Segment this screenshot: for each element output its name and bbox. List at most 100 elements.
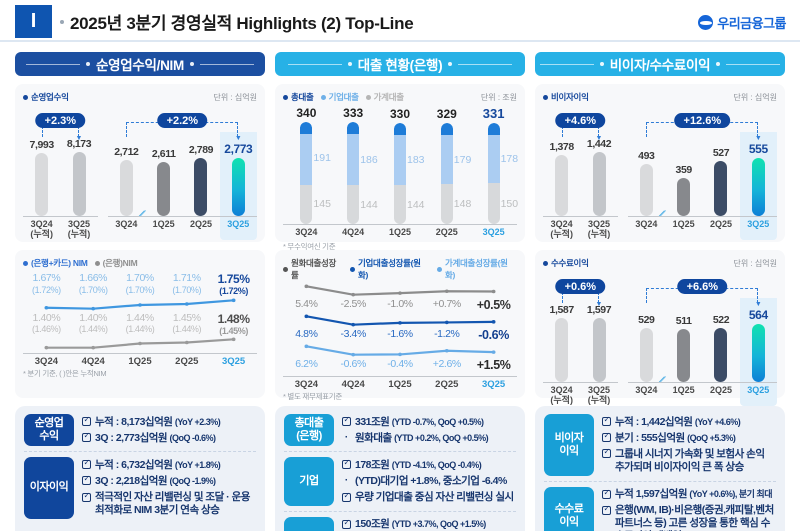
legend-label: 원화대출성장률 bbox=[290, 258, 337, 280]
page-title: 2025년 3분기 경영실적 Highlights (2) Top-Line bbox=[70, 14, 414, 33]
point-value: 1.40% (1.46%) bbox=[23, 312, 70, 337]
summary-text: 3Q : 2,218십억원 (QoQ -1.9%) bbox=[95, 474, 216, 487]
x-axis-label: 3Q25 bbox=[470, 224, 517, 240]
x-axis-label: 4Q24 bbox=[329, 224, 377, 240]
stacked-bar-column: 331 178 150 3Q25 bbox=[470, 106, 519, 240]
bar bbox=[231, 158, 245, 216]
point-value: -1.6% bbox=[377, 328, 424, 343]
value-label: -2.5% bbox=[340, 298, 366, 310]
total-value-label: 331 bbox=[482, 106, 505, 121]
bar bbox=[714, 161, 728, 216]
point-value: -1.0% bbox=[377, 298, 424, 313]
summary-subtext: (YoY +2.3%) bbox=[174, 416, 221, 427]
point-value: 1.67% (1.72%) bbox=[23, 272, 70, 297]
legend-dot-icon bbox=[543, 94, 548, 100]
checkbox-icon bbox=[342, 491, 351, 502]
summary-text: 우량 기업대출 중심 자산 리밸런싱 실시 bbox=[355, 491, 514, 503]
series-value-row: 5.4% -2.5% -1.0% +0.7% +0.5% bbox=[283, 298, 517, 313]
bar-column: 2,789 2Q25 bbox=[182, 106, 220, 240]
summary-items: 누적 1,597십억원 (YoY +0.6%), 분기 최대은행(WM, IB)… bbox=[602, 487, 776, 531]
cumulative-value-label: (1.70%) bbox=[172, 284, 202, 295]
bar bbox=[677, 329, 691, 382]
total-cap-icon bbox=[347, 122, 360, 134]
value-label: -1.2% bbox=[434, 328, 460, 340]
bar-value-label: 359 bbox=[675, 164, 693, 176]
trend-line bbox=[44, 298, 236, 311]
summary-text: 누적 : 6,732십억원 (YoY +1.8%) bbox=[95, 458, 221, 471]
household-value-label: 145 bbox=[313, 198, 331, 210]
corporate-value-label: 183 bbox=[406, 154, 425, 166]
bar bbox=[751, 158, 765, 216]
loan-growth-chart-card: 원화대출성장률 기업대출성장률(원화) 가계대출성장률(원화) 5.4% -2.5% -1… bbox=[275, 250, 525, 401]
value-label: -0.6% bbox=[478, 328, 509, 342]
value-label: +2.6% bbox=[432, 358, 461, 370]
summary-item: 누적 1,597십억원 (YoY +0.6%), 분기 최대 bbox=[602, 488, 776, 501]
checkbox-icon bbox=[342, 518, 351, 529]
legend-dot-icon bbox=[437, 266, 442, 272]
summary-text: 은행(WM, IB)·비은행(증권,캐피탈,벤처파트너스 등) 고른 성장을 통… bbox=[615, 504, 774, 531]
point-value: -1.2% bbox=[423, 328, 470, 343]
bar-value-label: 522 bbox=[712, 314, 730, 326]
bar bbox=[35, 153, 49, 216]
summary-subtext: (QoQ +5.3%) bbox=[687, 432, 736, 443]
summary-group: 총대출 (은행) 331조원 (YTD -0.7%, QoQ +0.5%) · 원화대… bbox=[284, 414, 516, 447]
x-axis-label: 3Q25 bbox=[481, 379, 506, 390]
woori-logo-icon bbox=[698, 15, 714, 30]
summary-item: · 원화대출 (YTD +0.2%, QoQ +0.5%) bbox=[342, 432, 516, 445]
arrow-down-icon: ▼ bbox=[754, 301, 762, 308]
woori-logo-text: 우리금융그룹 bbox=[717, 16, 786, 31]
summary-text: 누적 1,597십억원 (YoY +0.6%), 분기 최대 bbox=[615, 488, 772, 500]
corporate-segment bbox=[393, 135, 406, 185]
summary-tag: 순영업 수익 bbox=[24, 414, 74, 447]
summary-group: 가계 150조원 (YTD +3.7%, QoQ +1.5%)정책대출 실수요 자… bbox=[284, 510, 516, 531]
legend-dot-icon bbox=[543, 260, 548, 266]
summary-text: (YTD)대기업 +1.8%, 중소기업 -6.4% bbox=[355, 474, 507, 487]
panel-title-non-interest-fee: 비이자/수수료이익 bbox=[535, 52, 785, 76]
household-value-label: 150 bbox=[500, 197, 519, 210]
loans-chart-card: 총대출 기업대출 가계대출 단위 : 조원 340 191 145 3Q24 333 186 144… bbox=[275, 84, 525, 251]
bar-column: 1,442 3Q25 (누적) bbox=[580, 106, 618, 240]
x-axis-label: 3Q25 bbox=[219, 216, 257, 240]
x-axis-row: 3Q24 4Q24 1Q25 2Q25 3Q25 bbox=[23, 353, 257, 367]
x-axis-label: 3Q24 bbox=[283, 224, 330, 240]
stacked-bar bbox=[347, 122, 360, 224]
stacked-bar-column: 340 191 145 3Q24 bbox=[283, 106, 331, 240]
summary-tag: 기업 bbox=[284, 457, 334, 506]
x-axis-label: 3Q25 bbox=[221, 356, 246, 368]
summary-item: 분기 : 555십억원 (QoQ +5.3%) bbox=[602, 431, 776, 445]
summary-text: 적극적인 자산 리밸런싱 및 조달 · 운용 최적화로 NIM 3분기 연속 상… bbox=[95, 491, 250, 517]
point-value: 1.48% (1.45%) bbox=[210, 312, 257, 337]
x-axis-label: 3Q24 bbox=[627, 216, 665, 240]
value-label: 1.67% bbox=[32, 272, 61, 284]
legend-dot-icon bbox=[94, 260, 100, 266]
legend-label: 총대출 bbox=[291, 92, 314, 102]
bar bbox=[194, 158, 208, 216]
checkbox-icon bbox=[602, 488, 611, 499]
panel-title-text: 순영업수익/NIM bbox=[96, 58, 184, 73]
bar-chart: 1,378 3Q24 (누적) 1,442 3Q25 (누적) +4.6% ▼ 493 3Q2… bbox=[543, 106, 777, 240]
quarterly-bar-group: 529 3Q24 511 1Q25 522 2Q25 564 3Q25 +6.6% ▼ ∕∕ bbox=[627, 272, 777, 406]
summary-item: 3Q : 2,218십억원 (QoQ -1.9%) bbox=[82, 474, 256, 488]
summary-group: 비이자 이익 누적 : 1,442십억원 (YoY +4.6%) 분기 : 555십… bbox=[544, 414, 776, 476]
bar bbox=[714, 328, 728, 382]
summary-text: 원화대출 (YTD +0.2%, QoQ +0.5%) bbox=[355, 431, 489, 444]
cumulative-bar-group: 1,378 3Q24 (누적) 1,442 3Q25 (누적) +4.6% ▼ bbox=[543, 106, 618, 240]
corporate-value-label: 191 bbox=[313, 152, 331, 164]
value-label: 1.45% bbox=[172, 311, 201, 324]
chart-legend-row: 비이자이익 단위 : 십억원 bbox=[543, 91, 777, 103]
legend-item: 수수료이익 bbox=[543, 257, 589, 269]
unit-label: 단위 : 십억원 bbox=[733, 258, 777, 268]
x-axis-label: 2Q25 bbox=[175, 356, 199, 368]
household-segment bbox=[487, 183, 500, 224]
household-segment bbox=[300, 184, 313, 225]
legend-label: (은행+카드) NIM bbox=[31, 258, 88, 268]
total-value-label: 340 bbox=[296, 106, 317, 120]
total-cap-icon bbox=[300, 122, 313, 134]
fee-income-chart-card: 수수료이익 단위 : 십억원 1,587 3Q24 (누적) 1,597 3Q25 (누적… bbox=[535, 250, 785, 406]
x-axis-label: 3Q25 bbox=[739, 382, 777, 406]
summary-group: 기업 178조원 (YTD -4.1%, QoQ -0.4%) · (YTD)대기업 … bbox=[284, 451, 516, 506]
x-axis-label: 1Q25 bbox=[388, 379, 412, 390]
x-axis-label: 3Q24 (누적) bbox=[23, 216, 61, 240]
checkbox-icon bbox=[82, 474, 91, 486]
cumulative-value-label: (1.72%) bbox=[219, 286, 248, 297]
